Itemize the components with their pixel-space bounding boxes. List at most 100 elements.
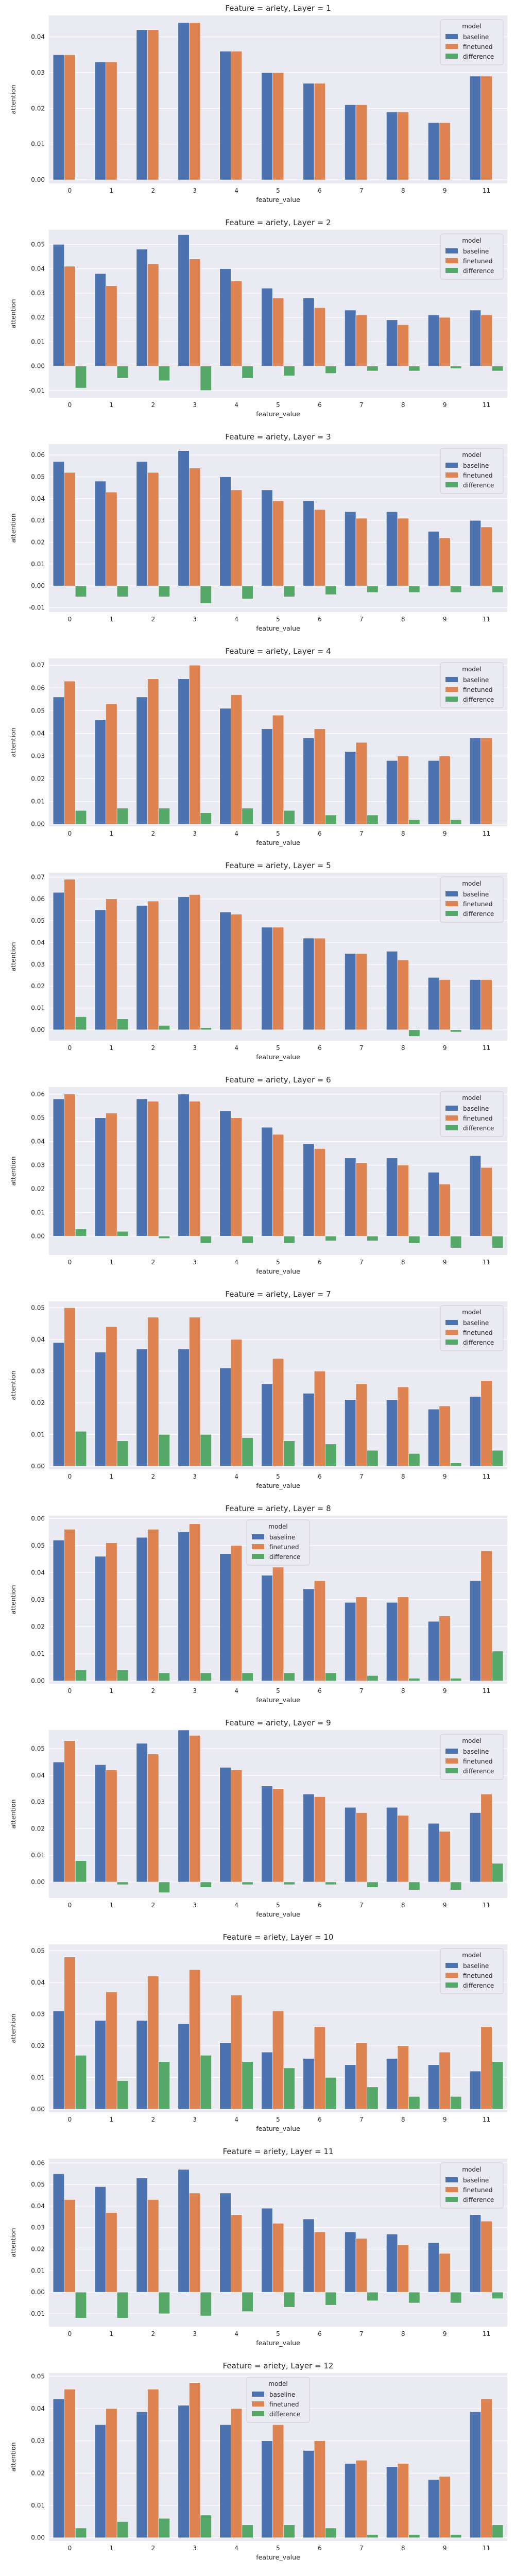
- bar-finetuned-7: [355, 315, 367, 366]
- bar-baseline-3: [178, 22, 190, 180]
- bar-baseline-2: [136, 29, 148, 180]
- y-tick-label: 0.00: [31, 2289, 45, 2296]
- bar-baseline-4: [219, 1110, 231, 1236]
- bar-difference-2: [158, 2061, 170, 2110]
- y-tick-label: 0.04: [31, 495, 45, 502]
- y-tick-label: 0.06: [31, 1515, 45, 1522]
- bar-finetuned-11: [480, 2398, 492, 2538]
- chart-panel-layer-12: 0.00 0.01 0.02 0.03 0.04 0.05 0 1 2 3 4 5 6 7 8 9 11 Feat…: [0, 2358, 515, 2572]
- legend-label-baseline: baseline: [463, 1105, 489, 1112]
- bar-finetuned-4: [231, 694, 243, 824]
- y-tick-label: 0.00: [31, 821, 45, 828]
- bar-difference-3: [200, 1672, 212, 1682]
- legend-label-finetuned: finetuned: [269, 2401, 299, 2408]
- chart-title: Feature = ariety, Layer = 2: [225, 218, 331, 227]
- bar-difference-9: [450, 2534, 462, 2538]
- bar-finetuned-1: [106, 1326, 117, 1467]
- x-tick-label: 0: [68, 1902, 72, 1909]
- bar-baseline-4: [219, 477, 231, 586]
- bar-finetuned-4: [231, 1995, 243, 2110]
- bar-difference-1: [116, 1019, 129, 1030]
- legend-title: model: [462, 666, 481, 673]
- x-tick-label: 11: [483, 1902, 490, 1909]
- y-tick-label: 0.06: [31, 2159, 45, 2166]
- bar-finetuned-8: [397, 2463, 409, 2538]
- x-tick-label: 1: [110, 187, 114, 194]
- bar-baseline-2: [136, 2178, 148, 2293]
- legend-label-baseline: baseline: [269, 1534, 295, 1541]
- bar-baseline-4: [219, 2042, 231, 2110]
- bar-baseline-11: [469, 1155, 482, 1236]
- bar-baseline-2: [136, 461, 148, 586]
- bar-baseline-1: [94, 61, 106, 180]
- bar-baseline-6: [303, 1143, 315, 1236]
- bar-baseline-9: [427, 1621, 440, 1682]
- bar-baseline-4: [219, 2193, 231, 2293]
- bar-difference-6: [325, 1882, 337, 1885]
- y-tick-label: 0.00: [31, 176, 45, 183]
- bar-baseline-2: [136, 1348, 148, 1467]
- legend-swatch-finetuned: [445, 472, 458, 478]
- legend-swatch-baseline: [445, 248, 458, 253]
- bar-baseline-9: [427, 977, 440, 1030]
- bar-difference-0: [75, 2055, 87, 2110]
- x-tick-label: 6: [318, 2545, 322, 2552]
- x-tick-label: 4: [234, 2545, 238, 2552]
- x-tick-label: 0: [68, 2330, 72, 2337]
- bar-baseline-5: [261, 2441, 273, 2538]
- bar-finetuned-8: [397, 960, 409, 1030]
- bar-difference-8: [408, 2292, 420, 2303]
- bar-difference-7: [367, 1450, 379, 1467]
- bar-finetuned-0: [64, 472, 76, 586]
- bar-difference-1: [116, 2080, 129, 2110]
- y-axis-label: attention: [9, 2442, 17, 2471]
- bar-baseline-3: [178, 1532, 190, 1682]
- legend-label-baseline: baseline: [463, 2177, 489, 2184]
- y-tick-label: 0.02: [31, 982, 45, 990]
- x-tick-label: 1: [110, 1687, 114, 1694]
- legend-label-finetuned: finetuned: [463, 901, 492, 908]
- bar-finetuned-4: [231, 2214, 243, 2293]
- legend-swatch-baseline: [445, 677, 458, 682]
- legend-label-difference: difference: [463, 482, 494, 489]
- chart-panel-layer-6: 0.00 0.01 0.02 0.03 0.04 0.05 0.06 0 1 2 3 4 5 6 7 8 9 11…: [0, 1072, 515, 1286]
- bar-difference-3: [200, 2515, 212, 2538]
- bar-baseline-5: [261, 72, 273, 180]
- bar-difference-5: [283, 2524, 295, 2538]
- bar-difference-8: [408, 1882, 420, 1890]
- legend-title: model: [268, 1523, 287, 1530]
- x-tick-label: 9: [443, 401, 447, 409]
- bar-finetuned-9: [439, 1183, 451, 1236]
- bar-baseline-1: [94, 481, 106, 586]
- bar-finetuned-3: [189, 2382, 201, 2538]
- bar-finetuned-11: [480, 2221, 492, 2293]
- bar-baseline-1: [94, 1764, 106, 1883]
- bar-finetuned-4: [231, 1770, 243, 1883]
- x-tick-label: 8: [401, 2116, 405, 2123]
- bar-finetuned-1: [106, 492, 117, 586]
- chart-panel-layer-10: 0.00 0.01 0.02 0.03 0.04 0.05 0 1 2 3 4 5 6 7 8 9 11 Feat…: [0, 1929, 515, 2143]
- bar-baseline-4: [219, 51, 231, 180]
- y-axis-label: attention: [9, 1799, 17, 1828]
- bar-difference-4: [242, 2524, 253, 2538]
- bar-baseline-3: [178, 2169, 190, 2293]
- bar-finetuned-9: [439, 2253, 451, 2293]
- bar-finetuned-5: [272, 500, 284, 586]
- bar-baseline-4: [219, 1553, 231, 1682]
- chart-title: Feature = ariety, Layer = 1: [225, 4, 331, 13]
- bar-difference-2: [158, 1882, 170, 1893]
- y-tick-label: 0.04: [31, 1336, 45, 1343]
- x-tick-label: 11: [483, 2545, 490, 2552]
- bar-baseline-6: [303, 938, 315, 1030]
- bar-difference-8: [408, 1678, 420, 1682]
- x-tick-label: 5: [276, 1044, 280, 1052]
- bar-baseline-0: [53, 461, 64, 586]
- y-tick-label: 0.00: [31, 2106, 45, 2113]
- bar-finetuned-0: [64, 879, 76, 1030]
- y-axis-label: attention: [9, 299, 17, 328]
- x-tick-label: 7: [359, 187, 364, 194]
- bar-baseline-0: [53, 54, 64, 180]
- legend-label-baseline: baseline: [463, 676, 489, 684]
- bar-difference-3: [200, 1882, 212, 1888]
- x-axis-label: feature_value: [256, 1053, 300, 1061]
